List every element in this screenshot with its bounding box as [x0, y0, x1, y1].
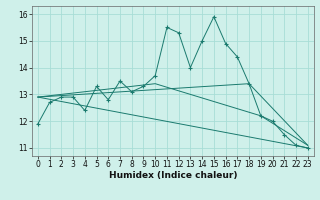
- X-axis label: Humidex (Indice chaleur): Humidex (Indice chaleur): [108, 171, 237, 180]
